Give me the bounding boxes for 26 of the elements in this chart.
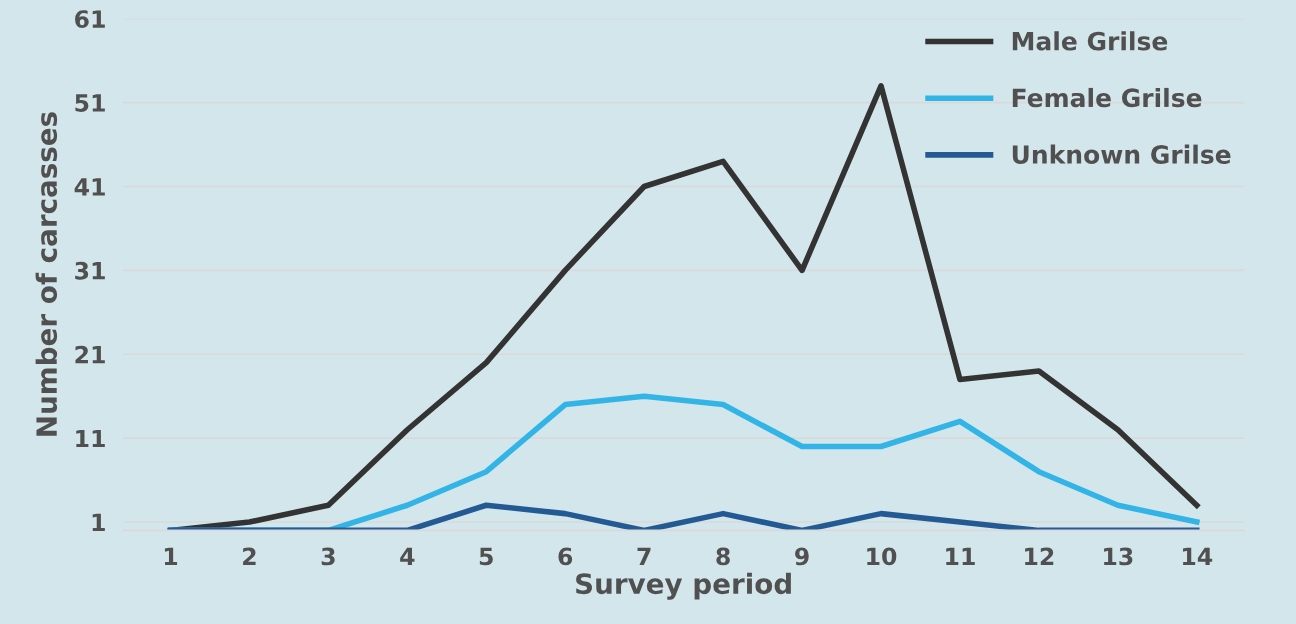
legend-label: Male Grilse: [1012, 31, 1168, 51]
x-tick-label: 11: [946, 547, 975, 566]
x-tick-label: 3: [321, 547, 335, 566]
y-tick-label: 41: [74, 178, 105, 196]
y-tick-label: 51: [75, 94, 105, 112]
x-tick-label: 9: [795, 547, 809, 566]
x-tick-label: 7: [637, 547, 651, 566]
x-tick-label: 2: [243, 547, 256, 566]
x-axis-title: Survey period: [576, 572, 791, 600]
legend-label: Female Grilse: [1012, 87, 1202, 108]
x-tick-label: 14: [1183, 547, 1213, 566]
x-tick-label: 1: [164, 547, 178, 566]
y-tick-label: 21: [75, 345, 105, 364]
y-axis-title: Number of carcasses: [35, 112, 58, 436]
x-tick-label: 6: [558, 547, 573, 566]
x-tick-label: 12: [1025, 547, 1054, 566]
y-tick-label: 61: [75, 10, 105, 29]
x-tick-label: 8: [716, 547, 730, 566]
x-tick-label: 5: [479, 547, 493, 566]
x-tick-label: 10: [867, 547, 897, 566]
x-tick-label: 13: [1104, 547, 1133, 566]
y-tick-label: 1: [92, 513, 105, 531]
y-tick-label: 11: [76, 429, 105, 448]
y-tick-label: 31: [75, 261, 105, 280]
legend-label: Unknown Grilse: [1012, 144, 1231, 164]
x-tick-label: 4: [400, 547, 415, 566]
